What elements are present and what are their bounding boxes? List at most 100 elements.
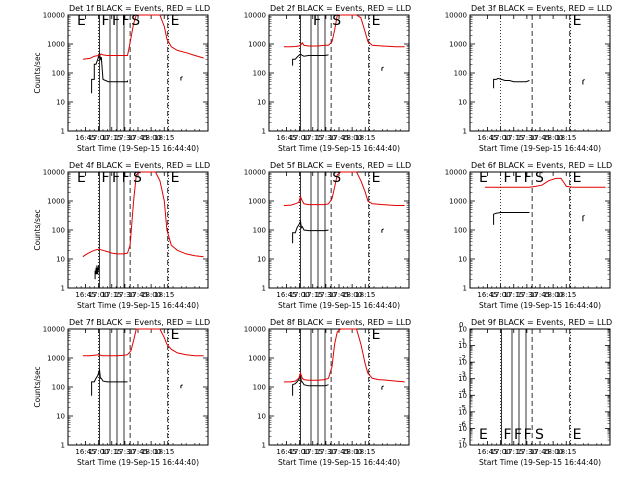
y-tick-label: 1 xyxy=(262,128,266,136)
y-tick-label: 10 xyxy=(458,256,467,264)
flag-label: E xyxy=(573,170,582,186)
y-tick-label: 1 xyxy=(262,442,266,450)
y-tick-label: 10 xyxy=(56,256,65,264)
x-tick-label: 16:45 xyxy=(276,291,296,299)
y-tick-label: 100 xyxy=(454,227,467,235)
y-axis-label: Counts/sec xyxy=(33,209,42,250)
x-tick-label: 17:45 xyxy=(329,134,349,142)
y-tick-label: 10 xyxy=(56,99,65,107)
series-line-events xyxy=(292,53,329,66)
series-segment-events xyxy=(180,384,183,389)
flag-label: F xyxy=(122,13,130,29)
y-tick-exponent: -6 xyxy=(459,420,467,428)
series-line-events xyxy=(493,212,530,225)
series-segment-events xyxy=(582,214,585,222)
y-axis-label: Counts/sec xyxy=(33,52,42,93)
y-tick-label: 10 xyxy=(458,392,467,400)
y-tick-label: 100 xyxy=(253,70,266,78)
x-tick-label: 18:00 xyxy=(342,448,362,456)
y-tick-label: 10000 xyxy=(244,326,266,334)
series-line-events xyxy=(292,219,329,244)
y-tick-label: 10000 xyxy=(445,12,467,20)
x-tick-label: 17:15 xyxy=(504,448,524,456)
flag-label: S xyxy=(332,170,341,186)
x-tick-label: 18:15 xyxy=(556,291,576,299)
x-tick-label: 18:15 xyxy=(154,291,174,299)
x-tick-label: 17:45 xyxy=(128,291,148,299)
x-tick-label: 17:45 xyxy=(128,448,148,456)
x-tick-label: 18:15 xyxy=(154,134,174,142)
series-line-events xyxy=(493,77,530,89)
x-tick-label: 17:00 xyxy=(290,448,310,456)
y-tick-label: 10 xyxy=(458,442,467,450)
x-tick-label: 18:15 xyxy=(355,448,375,456)
x-tick-label: 16:45 xyxy=(75,134,95,142)
x-tick-label: 18:00 xyxy=(141,134,161,142)
y-tick-label: 1000 xyxy=(248,198,266,206)
y-tick-label: 10000 xyxy=(244,169,266,177)
x-tick-label: 17:00 xyxy=(491,448,511,456)
flag-label: E xyxy=(171,170,180,186)
x-tick-label: 17:15 xyxy=(303,291,323,299)
y-tick-label: 1 xyxy=(463,285,467,293)
x-tick-label: 17:15 xyxy=(504,134,524,142)
flag-label: F xyxy=(112,170,120,186)
y-tick-label: 100 xyxy=(253,384,266,392)
x-tick-label: 16:45 xyxy=(276,134,296,142)
x-tick-label: 17:30 xyxy=(316,134,336,142)
x-tick-label: 17:15 xyxy=(102,448,122,456)
flag-label: E xyxy=(372,170,381,186)
y-tick-label: 1000 xyxy=(248,355,266,363)
x-tick-label: 16:45 xyxy=(75,291,95,299)
y-tick-label: 10 xyxy=(257,256,266,264)
flag-label: F xyxy=(102,170,110,186)
x-tick-label: 17:15 xyxy=(102,291,122,299)
flag-label: F xyxy=(112,13,120,29)
flag-label: F xyxy=(514,427,522,443)
flag-label: E xyxy=(372,327,381,343)
y-tick-label: 10 xyxy=(458,408,467,416)
x-axis-label: Start Time (19-Sep-15 16:44:40) xyxy=(479,301,601,310)
flag-label: E xyxy=(573,13,582,29)
x-tick-label: 17:45 xyxy=(128,134,148,142)
y-tick-label: 10000 xyxy=(445,169,467,177)
x-tick-label: 17:00 xyxy=(89,134,109,142)
flag-label: S xyxy=(133,170,142,186)
x-tick-label: 18:00 xyxy=(543,291,563,299)
y-tick-label: 1 xyxy=(61,442,65,450)
x-tick-label: 16:45 xyxy=(477,448,497,456)
y-tick-label: 1000 xyxy=(449,198,467,206)
chart-title: Det 8f BLACK = Events, RED = LLD xyxy=(270,318,411,327)
chart-title: Det 1f BLACK = Events, RED = LLD xyxy=(69,4,210,13)
flag-label: F xyxy=(504,170,512,186)
y-tick-label: 10 xyxy=(458,425,467,433)
series-line-events xyxy=(91,369,128,396)
y-tick-exponent: -1 xyxy=(459,338,466,346)
y-tick-label: 10 xyxy=(56,413,65,421)
x-tick-label: 18:15 xyxy=(154,448,174,456)
x-tick-label: 17:00 xyxy=(89,291,109,299)
x-axis-label: Start Time (19-Sep-15 16:44:40) xyxy=(77,144,199,153)
series-line-lld xyxy=(82,14,204,60)
chart-title: Det 5f BLACK = Events, RED = LLD xyxy=(270,161,411,170)
series-line-lld xyxy=(82,171,204,258)
y-tick-label: 10000 xyxy=(43,169,65,177)
y-tick-label: 1000 xyxy=(449,41,467,49)
x-tick-label: 17:30 xyxy=(316,448,336,456)
x-tick-label: 18:15 xyxy=(355,291,375,299)
x-tick-label: 17:00 xyxy=(491,291,511,299)
x-tick-label: 18:00 xyxy=(342,291,362,299)
chart-title: Det 3f BLACK = Events, RED = LLD xyxy=(471,4,612,13)
flag-label: E xyxy=(479,427,488,443)
flag-label: E xyxy=(479,170,488,186)
y-tick-exponent: -2 xyxy=(459,354,466,362)
x-tick-label: 17:00 xyxy=(290,134,310,142)
series-line-lld xyxy=(283,328,405,383)
chart-title: Det 9f BLACK = Events, RED = LLD xyxy=(471,318,612,327)
series-segment-events xyxy=(180,76,183,81)
x-tick-label: 18:00 xyxy=(543,134,563,142)
x-tick-label: 16:45 xyxy=(477,291,497,299)
x-axis-label: Start Time (19-Sep-15 16:44:40) xyxy=(278,144,400,153)
flag-label: E xyxy=(77,13,86,29)
y-tick-exponent: 0 xyxy=(459,321,463,329)
